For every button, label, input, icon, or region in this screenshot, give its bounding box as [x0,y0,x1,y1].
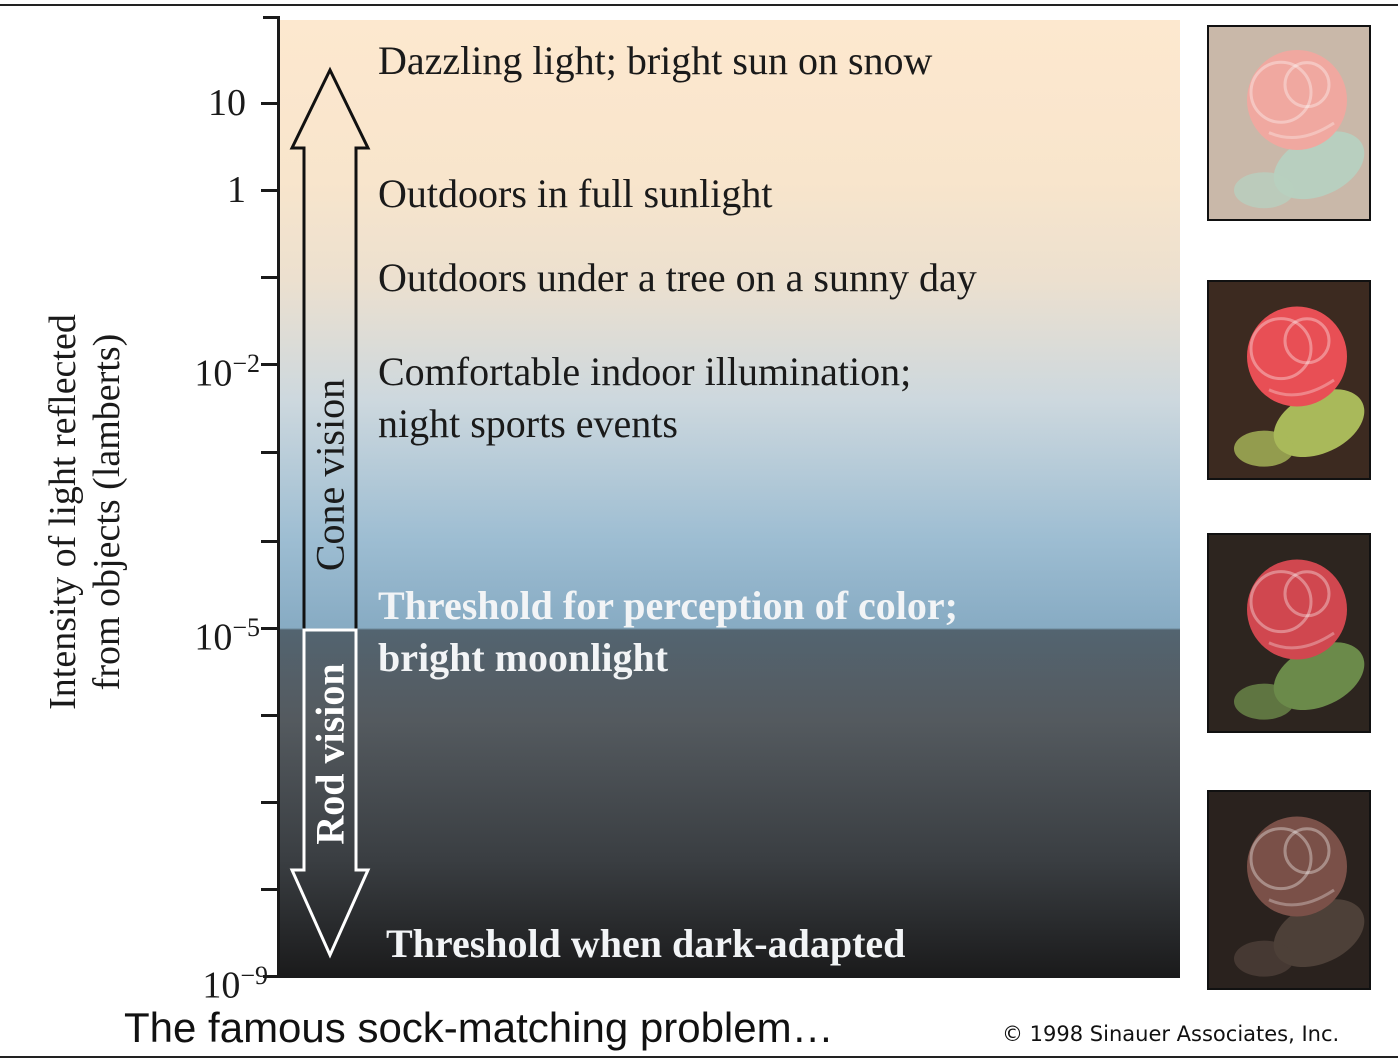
rose-petal [1283,570,1331,618]
level-line: bright moonlight [378,635,669,680]
axis-top-cap [263,16,280,19]
rose-petal [1249,570,1313,634]
axis-tick [261,102,279,105]
rose-image-dim [1207,533,1371,733]
axis-tick [261,363,279,366]
illumination-gradient-panel [280,20,1180,978]
axis-bottom-cap [263,975,280,978]
rose-petal-edge [1268,888,1335,907]
rose-image-daylight [1207,280,1371,480]
level-full-sunlight: Outdoors in full sunlight [378,171,773,216]
rose-petal-edge [1268,378,1335,397]
rose-petal-edge [1268,121,1335,140]
tick-label-10-neg5: 10−5 [194,613,260,659]
rose-petal [1283,61,1331,109]
axis-tick [261,888,279,891]
axis-tick [261,540,279,543]
tick-exponent: −5 [232,613,260,642]
top-border [0,4,1398,6]
tick-label-10: 10 [208,82,246,124]
rose-petal [1249,60,1313,124]
rose-leaf [1234,940,1294,977]
slide-caption: The famous sock-matching problem… [124,1004,834,1051]
copyright-notice: © 1998 Sinauer Associates, Inc. [1002,1022,1340,1046]
tick-label-10-neg2: 10−2 [194,349,260,395]
rose-picture [1209,282,1369,478]
intensity-axis [277,16,280,978]
level-indoor-illumination: Comfortable indoor illumination; night s… [378,346,911,450]
level-under-tree: Outdoors under a tree on a sunny day [378,255,977,300]
cone-vision-label: Cone vision [307,378,353,572]
level-line: Threshold for perception of color; [378,583,958,628]
rose-petal [1249,827,1313,891]
rose-petal [1283,827,1331,875]
rose-petal [1249,317,1313,381]
tick-exponent: −9 [240,961,268,990]
rose-picture [1209,535,1369,731]
rod-vision-label: Rod vision [307,663,353,845]
level-line: Comfortable indoor illumination; [378,349,912,394]
tick-label-10-neg9: 10−9 [202,961,268,1007]
tick-label-1: 1 [227,169,246,211]
rose-picture [1209,27,1369,219]
rose-petal-edge [1268,631,1335,650]
rose-leaf [1234,683,1294,720]
axis-tick [261,276,279,279]
level-dark-adapted: Threshold when dark-adapted [386,921,906,966]
level-color-threshold: Threshold for perception of color; brigh… [378,580,958,684]
rose-image-dark [1207,790,1371,990]
rose-image-bright-sun [1207,25,1371,221]
rose-leaf [1234,430,1294,467]
axis-tick [261,189,279,192]
bottom-border [0,1056,1398,1058]
level-line: night sports events [378,401,678,446]
axis-tick [261,627,279,630]
rose-picture [1209,792,1369,988]
axis-tick [261,801,279,804]
axis-tick [261,714,279,717]
rose-leaf [1234,172,1294,209]
level-dazzling-light: Dazzling light; bright sun on snow [378,38,933,83]
axis-tick [261,451,279,454]
rose-petal [1283,317,1331,365]
tick-exponent: −2 [232,349,260,378]
rod-vision-arrow [289,628,371,959]
